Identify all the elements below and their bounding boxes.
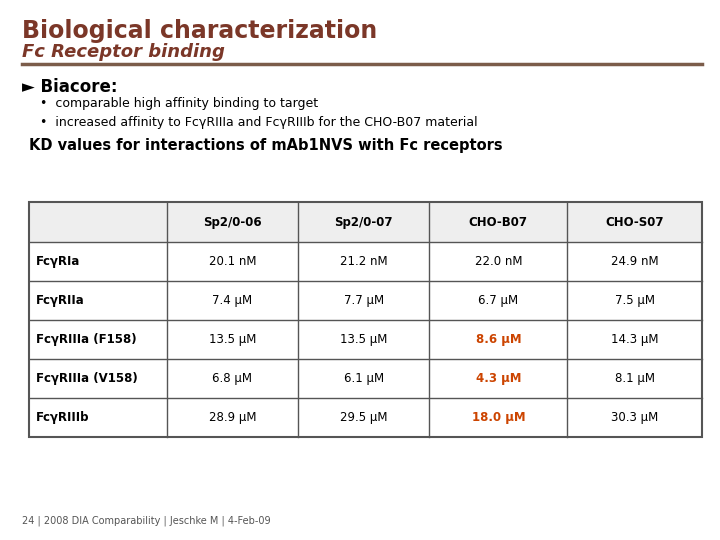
- Text: 28.9 μM: 28.9 μM: [209, 411, 256, 424]
- Text: 8.6 μM: 8.6 μM: [475, 333, 521, 346]
- Text: FcγRIIIb: FcγRIIIb: [36, 411, 89, 424]
- Text: 7.7 μM: 7.7 μM: [343, 294, 384, 307]
- Text: •  comparable high affinity binding to target: • comparable high affinity binding to ta…: [40, 97, 318, 110]
- Text: 24 | 2008 DIA Comparability | Jeschke M | 4-Feb-09: 24 | 2008 DIA Comparability | Jeschke M …: [22, 516, 270, 526]
- Text: 24.9 nM: 24.9 nM: [611, 255, 659, 268]
- Text: 18.0 μM: 18.0 μM: [472, 411, 525, 424]
- Text: 13.5 μM: 13.5 μM: [340, 333, 387, 346]
- Text: 6.1 μM: 6.1 μM: [343, 372, 384, 385]
- Text: FcγRIIIa (F158): FcγRIIIa (F158): [36, 333, 137, 346]
- Text: FcγRIa: FcγRIa: [36, 255, 81, 268]
- Text: 20.1 nM: 20.1 nM: [209, 255, 256, 268]
- Text: Biological characterization: Biological characterization: [22, 19, 377, 43]
- Text: CHO-S07: CHO-S07: [606, 215, 664, 228]
- Text: 6.7 μM: 6.7 μM: [478, 294, 518, 307]
- Text: 4.3 μM: 4.3 μM: [476, 372, 521, 385]
- Text: Fc Receptor binding: Fc Receptor binding: [22, 43, 225, 61]
- Text: Sp2/0-07: Sp2/0-07: [335, 215, 393, 228]
- Text: 7.5 μM: 7.5 μM: [615, 294, 654, 307]
- Text: 30.3 μM: 30.3 μM: [611, 411, 658, 424]
- Text: 7.4 μM: 7.4 μM: [212, 294, 253, 307]
- Text: KD values for interactions of mAb1NVS with Fc receptors: KD values for interactions of mAb1NVS wi…: [29, 138, 503, 153]
- Text: CHO-B07: CHO-B07: [469, 215, 528, 228]
- Text: 22.0 nM: 22.0 nM: [474, 255, 522, 268]
- Text: 21.2 nM: 21.2 nM: [340, 255, 387, 268]
- Text: FcγRIIIa (V158): FcγRIIIa (V158): [36, 372, 138, 385]
- Text: •  increased affinity to FcγRIIIa and FcγRIIIb for the CHO-B07 material: • increased affinity to FcγRIIIa and Fcγ…: [40, 116, 477, 129]
- Text: 8.1 μM: 8.1 μM: [615, 372, 654, 385]
- Text: ► Biacore:: ► Biacore:: [22, 78, 117, 96]
- Text: 6.8 μM: 6.8 μM: [212, 372, 253, 385]
- Text: Sp2/0-06: Sp2/0-06: [203, 215, 262, 228]
- Text: 14.3 μM: 14.3 μM: [611, 333, 658, 346]
- Text: 29.5 μM: 29.5 μM: [340, 411, 387, 424]
- Text: 13.5 μM: 13.5 μM: [209, 333, 256, 346]
- Text: FcγRIIa: FcγRIIa: [36, 294, 85, 307]
